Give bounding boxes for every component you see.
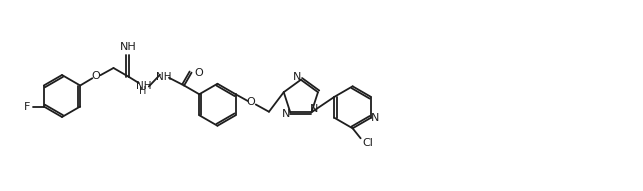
Text: N: N: [282, 109, 291, 119]
Text: NH: NH: [120, 42, 137, 52]
Text: Cl: Cl: [362, 138, 373, 148]
Text: O: O: [194, 68, 203, 78]
Text: F: F: [24, 101, 30, 112]
Text: H: H: [139, 86, 147, 96]
Text: N: N: [293, 72, 301, 82]
Text: NH: NH: [156, 72, 172, 82]
Text: N: N: [311, 104, 319, 114]
Text: O: O: [246, 97, 255, 107]
Text: NH: NH: [136, 80, 152, 91]
Text: O: O: [91, 71, 100, 81]
Text: N: N: [370, 113, 379, 123]
